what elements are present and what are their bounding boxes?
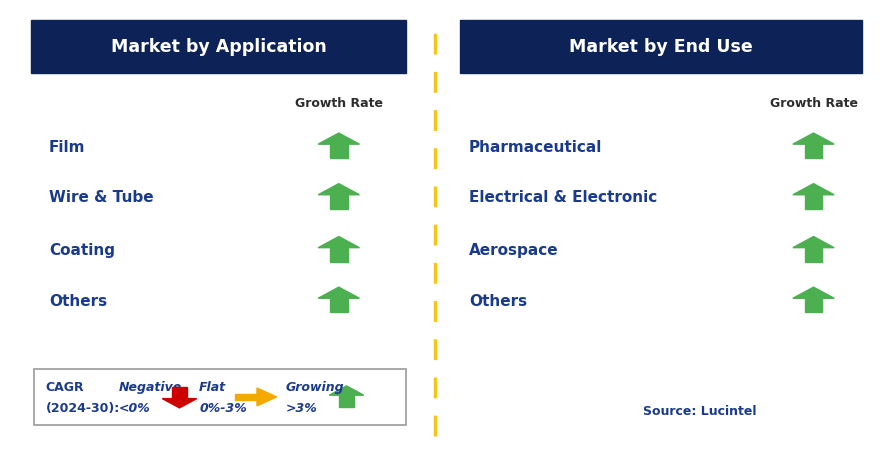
Text: 0%-3%: 0%-3% — [199, 401, 246, 414]
Text: Wire & Tube: Wire & Tube — [49, 190, 154, 205]
Polygon shape — [318, 184, 360, 196]
Polygon shape — [793, 287, 834, 299]
Polygon shape — [318, 287, 360, 299]
Polygon shape — [235, 394, 257, 400]
Polygon shape — [805, 248, 822, 262]
Polygon shape — [339, 395, 354, 407]
FancyBboxPatch shape — [31, 21, 406, 73]
Text: Growth Rate: Growth Rate — [770, 97, 857, 110]
Polygon shape — [257, 388, 277, 406]
Text: Growing: Growing — [286, 381, 345, 393]
Text: Growth Rate: Growth Rate — [295, 97, 383, 110]
Polygon shape — [330, 145, 347, 159]
Polygon shape — [163, 399, 196, 408]
Text: Coating: Coating — [49, 243, 115, 257]
FancyBboxPatch shape — [460, 21, 862, 73]
Text: CAGR: CAGR — [46, 381, 84, 393]
Text: Pharmaceutical: Pharmaceutical — [469, 140, 602, 154]
Text: Negative: Negative — [119, 381, 182, 393]
Polygon shape — [330, 386, 363, 395]
Polygon shape — [805, 196, 822, 209]
Polygon shape — [330, 299, 347, 313]
Polygon shape — [330, 196, 347, 209]
Text: >3%: >3% — [286, 401, 318, 414]
Text: Aerospace: Aerospace — [469, 243, 558, 257]
Text: Source: Lucintel: Source: Lucintel — [643, 404, 756, 417]
Text: Others: Others — [49, 293, 107, 308]
Polygon shape — [330, 248, 347, 262]
Text: Flat: Flat — [199, 381, 226, 393]
FancyBboxPatch shape — [34, 369, 406, 425]
Text: Electrical & Electronic: Electrical & Electronic — [469, 190, 657, 205]
Polygon shape — [793, 184, 834, 196]
Text: Market by End Use: Market by End Use — [569, 38, 753, 56]
Polygon shape — [172, 387, 187, 399]
Polygon shape — [805, 299, 822, 313]
Text: Market by Application: Market by Application — [111, 38, 327, 56]
Text: <0%: <0% — [119, 401, 151, 414]
Polygon shape — [318, 237, 360, 248]
Polygon shape — [793, 134, 834, 145]
Polygon shape — [793, 237, 834, 248]
Text: Others: Others — [469, 293, 527, 308]
Polygon shape — [318, 134, 360, 145]
Text: (2024-30):: (2024-30): — [46, 401, 120, 414]
Text: Film: Film — [49, 140, 86, 154]
Polygon shape — [805, 145, 822, 159]
